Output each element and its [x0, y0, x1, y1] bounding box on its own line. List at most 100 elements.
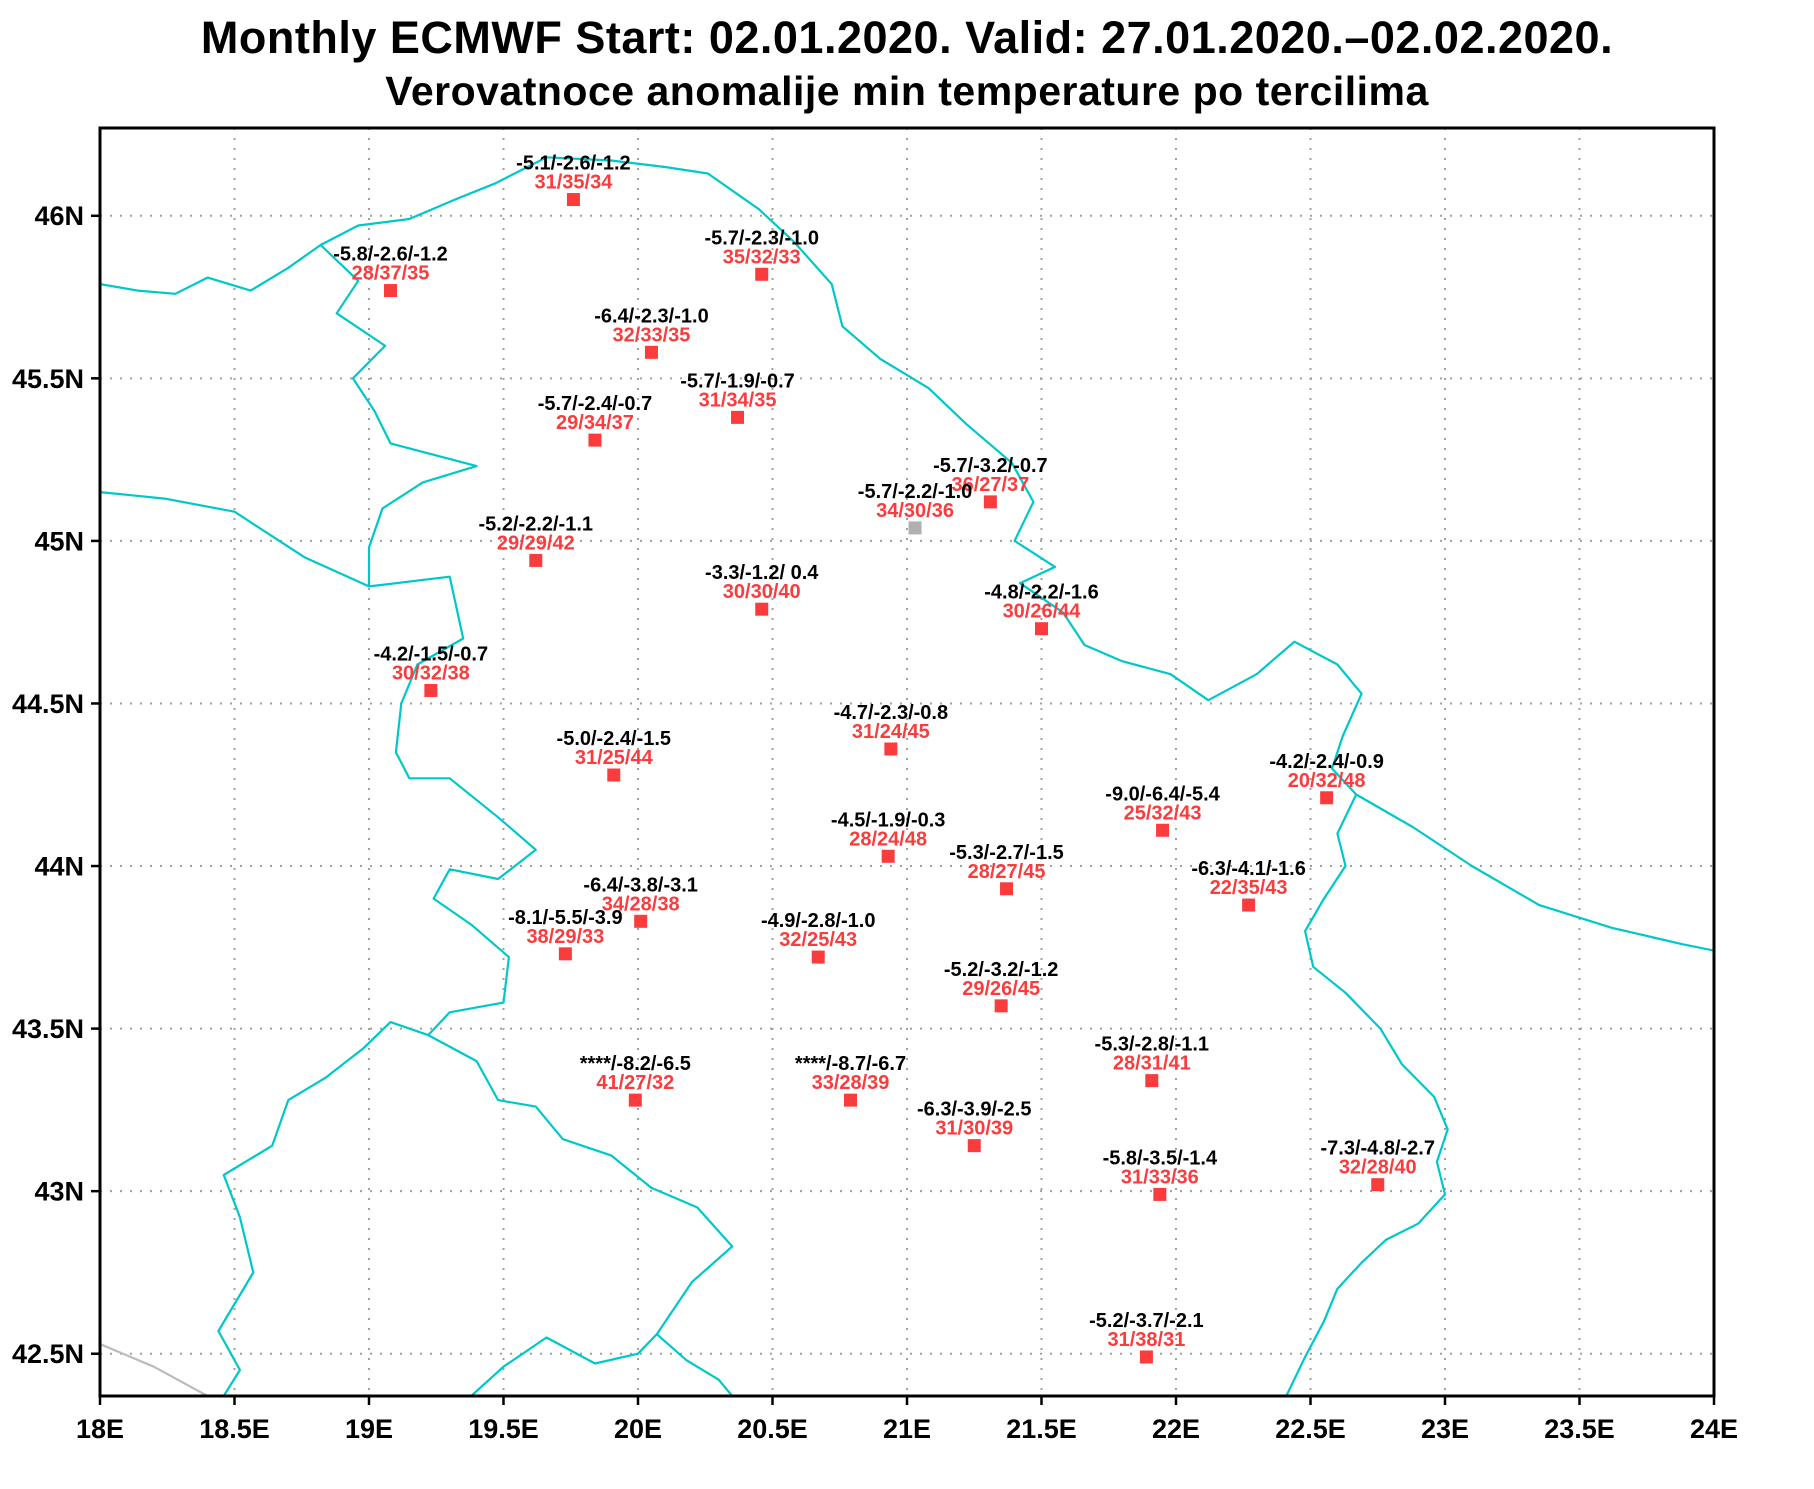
station-probability-text: 28/27/45	[968, 861, 1046, 883]
station-anomaly-text: -4.5/-1.9/-0.3	[831, 809, 946, 831]
station-marker	[1145, 1074, 1159, 1088]
station-marker	[1371, 1178, 1385, 1192]
station-anomaly-text: -5.7/-2.4/-0.7	[538, 393, 653, 415]
station-probability-text: 29/26/45	[962, 978, 1040, 1000]
station-anomaly-text: -6.3/-4.1/-1.6	[1191, 858, 1306, 880]
station-probability-text: 36/27/37	[951, 474, 1029, 496]
station-anomaly-text: -5.3/-2.8/-1.1	[1095, 1034, 1210, 1056]
map-border-romania-bulgaria-danube	[1355, 793, 1714, 952]
station-anomaly-text: -6.4/-3.8/-3.1	[583, 874, 698, 896]
x-axis-label: 20E	[614, 1414, 662, 1444]
station-probability-text: 31/35/34	[535, 172, 614, 194]
x-axis-label: 19.5E	[468, 1414, 539, 1444]
map-border-bosnia-montenegro-border	[217, 1020, 430, 1396]
station-probability-text: 31/30/39	[935, 1118, 1013, 1140]
x-axis-label: 19E	[345, 1414, 393, 1444]
station-marker	[634, 914, 648, 928]
station-anomaly-text: ****/-8.2/-6.5	[580, 1053, 691, 1075]
y-axis-label: 45.5N	[12, 364, 84, 394]
station-marker	[881, 849, 895, 863]
station-probability-text: 29/34/37	[556, 412, 634, 434]
station-marker	[424, 683, 438, 697]
station-probability-text: 28/37/35	[352, 263, 430, 285]
station-marker	[908, 521, 922, 535]
x-axis-label: 21E	[883, 1414, 931, 1444]
station-probability-text: 41/27/32	[596, 1072, 674, 1094]
station-marker	[967, 1139, 981, 1153]
station-probability-text: 31/24/45	[852, 721, 930, 743]
x-axis-label: 18.5E	[199, 1414, 270, 1444]
station-anomaly-text: -5.7/-3.2/-0.7	[933, 455, 1048, 477]
station-marker	[1156, 823, 1170, 837]
station-probability-text: 30/32/38	[392, 662, 470, 684]
x-axis-label: 24E	[1690, 1414, 1738, 1444]
station-anomaly-text: ****/-8.7/-6.7	[795, 1053, 906, 1075]
map-border-adriatic-coastline	[100, 1342, 209, 1396]
station-probability-text: 28/31/41	[1113, 1053, 1191, 1075]
x-axis-label: 22E	[1152, 1414, 1200, 1444]
station-marker	[844, 1093, 858, 1107]
y-axis-label: 42.5N	[12, 1339, 84, 1369]
y-axis-label: 46N	[34, 201, 84, 231]
station-anomaly-text: -3.3/-1.2/ 0.4	[705, 562, 819, 584]
x-axis-label: 22.5E	[1275, 1414, 1346, 1444]
x-axis-label: 21.5E	[1006, 1414, 1077, 1444]
station-marker	[384, 284, 398, 298]
map-border-hungary-croatia-border	[100, 243, 322, 295]
station-marker	[1242, 898, 1256, 912]
border-layer	[100, 156, 1714, 1396]
station-marker	[566, 193, 580, 207]
y-axis-label: 44.5N	[12, 689, 84, 719]
x-axis-label: 23.5E	[1544, 1414, 1615, 1444]
station-marker	[628, 1093, 642, 1107]
station-probability-text: 32/25/43	[779, 929, 857, 951]
station-probability-text: 29/29/42	[497, 532, 575, 554]
station-layer: -5.1/-2.6/-1.231/35/34-5.8/-2.6/-1.228/3…	[333, 153, 1435, 1364]
station-probability-text: 32/28/40	[1339, 1157, 1417, 1179]
station-anomaly-text: -4.7/-2.3/-0.8	[834, 702, 949, 724]
frame-layer	[91, 126, 1716, 1405]
station-probability-text: 34/28/38	[602, 893, 680, 915]
map-border-bosnia-croatia-border	[100, 491, 371, 588]
station-probability-text: 30/30/40	[723, 581, 801, 603]
map-title-line1: Monthly ECMWF Start: 02.01.2020. Valid: …	[200, 12, 1614, 63]
station-marker	[607, 768, 621, 782]
station-probability-text: 28/24/48	[849, 828, 927, 850]
station-marker	[644, 345, 658, 359]
station-marker	[811, 950, 825, 964]
station-anomaly-text: -6.3/-3.9/-2.5	[917, 1099, 1032, 1121]
station-marker	[731, 410, 745, 424]
station-anomaly-text: -5.8/-2.6/-1.2	[333, 244, 448, 266]
x-axis-label: 18E	[76, 1414, 124, 1444]
station-anomaly-text: -5.1/-2.6/-1.2	[516, 153, 631, 175]
station-anomaly-text: -9.0/-6.4/-5.4	[1105, 783, 1220, 805]
station-marker	[884, 742, 898, 756]
map-border-serbia-border	[319, 156, 1449, 1396]
y-axis-label: 43N	[34, 1177, 84, 1207]
station-marker	[588, 433, 602, 447]
station-anomaly-text: -5.7/-2.2/-1.0	[858, 481, 973, 503]
y-axis-label: 44N	[34, 851, 84, 881]
station-anomaly-text: -5.2/-3.2/-1.2	[944, 959, 1059, 981]
station-marker	[1320, 791, 1334, 805]
axis-labels-layer: 18E 18.5E 19E 19.5E 20E 20.5E 21E 21.5E 22E 22.5E…	[12, 201, 1738, 1444]
station-anomaly-text: -5.2/-3.7/-2.1	[1089, 1310, 1204, 1332]
station-anomaly-text: -4.2/-1.5/-0.7	[374, 643, 489, 665]
station-marker	[755, 267, 769, 281]
station-probability-text: 33/28/39	[812, 1072, 890, 1094]
station-marker	[1000, 882, 1014, 896]
station-anomaly-text: -4.2/-2.4/-0.9	[1269, 751, 1384, 773]
station-anomaly-text: -5.8/-3.5/-1.4	[1103, 1147, 1218, 1169]
x-axis-label: 23E	[1421, 1414, 1469, 1444]
station-probability-text: 30/26/44	[1003, 601, 1082, 623]
station-marker	[983, 495, 997, 509]
station-marker	[1153, 1187, 1167, 1201]
station-marker	[994, 999, 1008, 1013]
station-anomaly-text: -5.3/-2.7/-1.5	[949, 842, 1064, 864]
station-anomaly-text: -5.0/-2.4/-1.5	[557, 728, 672, 750]
map-border-montenegro-albania-border	[470, 1333, 658, 1396]
station-probability-text: 34/30/36	[876, 500, 954, 522]
station-anomaly-text: -6.4/-2.3/-1.0	[594, 305, 709, 327]
